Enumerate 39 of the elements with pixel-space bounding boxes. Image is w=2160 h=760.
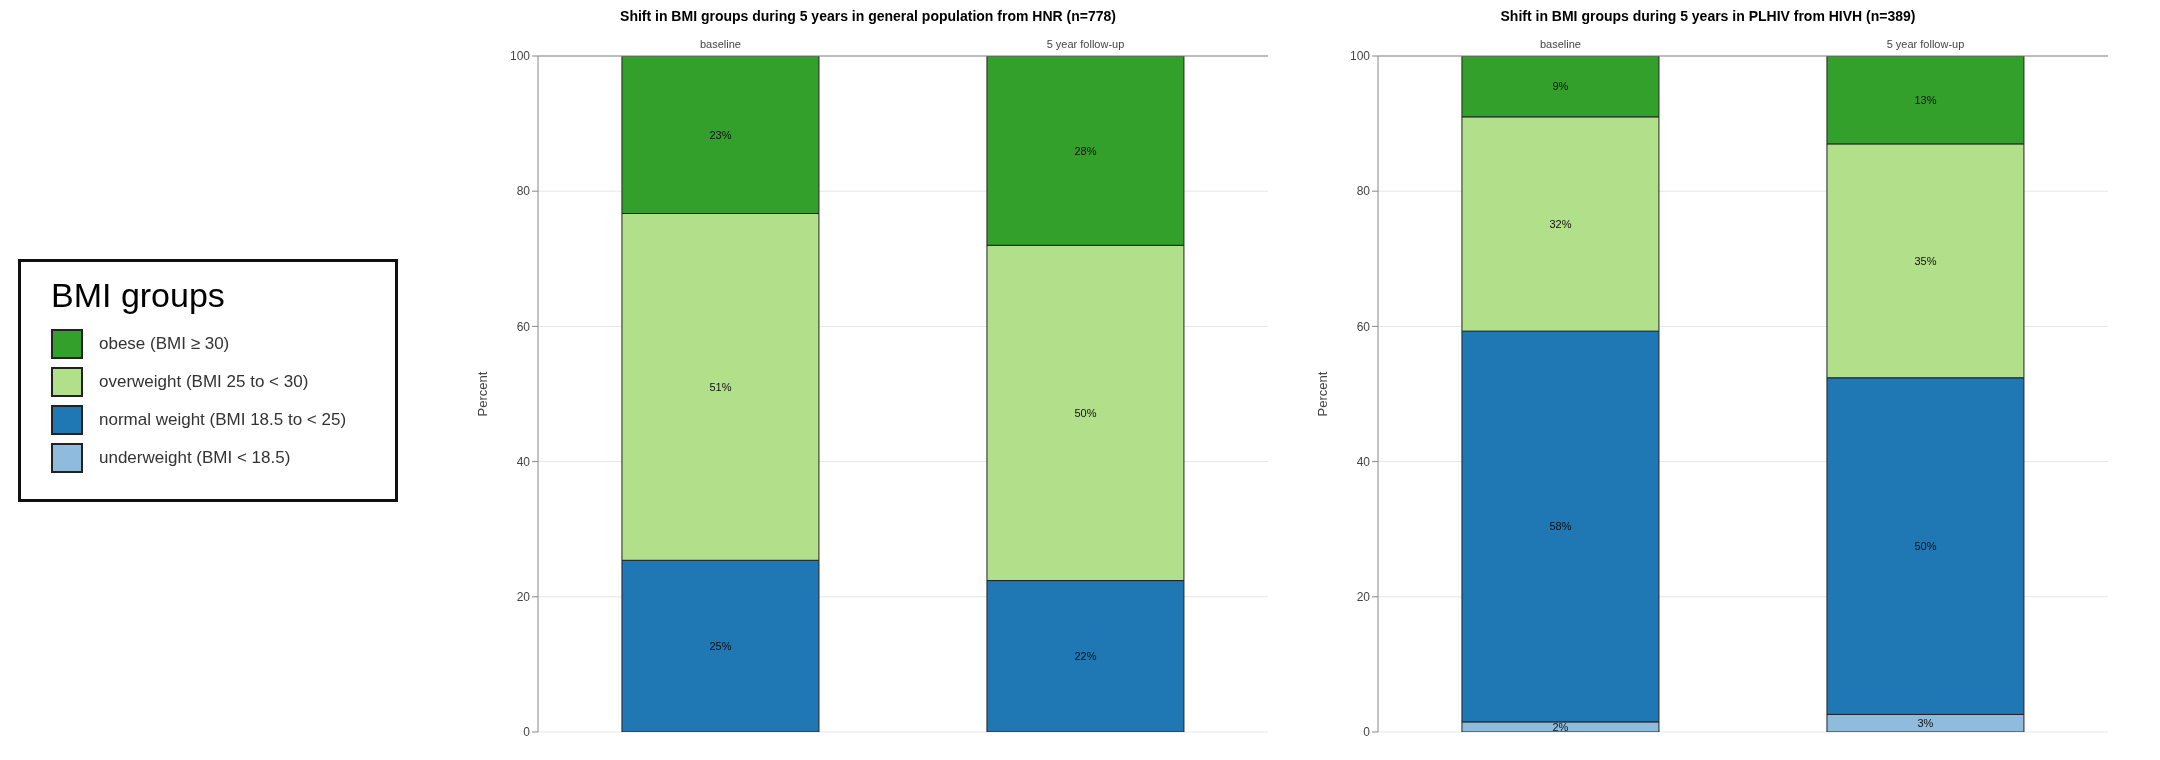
chart-title: Shift in BMI groups during 5 years in PLHIV from HIVH (n=389) [1499,8,1917,26]
data-label: 35% [1914,254,1937,267]
legend-label: obese (BMI ≥ 30) [99,333,230,354]
y-tick-label: 40 [1356,454,1371,469]
data-label: 3% [1917,717,1934,730]
y-tick-label: 100 [509,49,531,64]
y-tick-label: 100 [1349,49,1371,64]
legend-label: normal weight (BMI 18.5 to < 25) [99,409,347,430]
data-label: 2% [1552,720,1569,733]
x-tick-label: baseline [700,38,741,50]
y-tick-label: 40 [516,454,531,469]
chart-title: Shift in BMI groups during 5 years in general population from HNR (n=778) [619,8,1117,26]
y-axis-title: Percent [1314,371,1330,417]
legend-label: underweight (BMI < 18.5) [99,447,291,468]
legend-title: BMI groups [51,275,226,315]
y-tick-label: 80 [516,184,531,199]
data-label: 32% [1549,217,1572,230]
y-tick-label: 20 [516,590,531,605]
data-label: 50% [1074,406,1097,419]
data-label: 22% [1074,650,1097,663]
data-label: 51% [709,380,732,393]
data-label: 28% [1074,144,1097,157]
x-tick-label: baseline [1540,38,1581,50]
data-label: 13% [1914,93,1937,106]
legend-label: overweight (BMI 25 to < 30) [99,371,309,392]
y-axis-title: Percent [474,371,490,417]
y-tick-label: 0 [523,725,531,740]
x-tick-label: 5 year follow-up [1886,38,1965,50]
y-tick-label: 0 [1363,725,1371,740]
data-label: 58% [1549,520,1572,533]
y-tick-label: 60 [516,319,531,334]
data-label: 50% [1914,540,1937,553]
x-tick-label: 5 year follow-up [1046,38,1125,50]
data-label: 23% [709,128,732,141]
y-tick-label: 20 [1356,590,1371,605]
y-tick-label: 60 [1356,319,1371,334]
data-label: 9% [1552,80,1569,93]
data-label: 25% [709,640,732,653]
y-tick-label: 80 [1356,184,1371,199]
